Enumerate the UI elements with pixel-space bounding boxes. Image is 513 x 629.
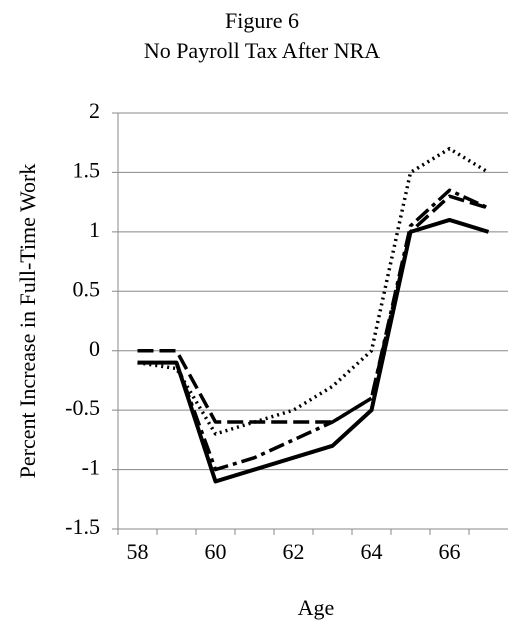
x-tick-label: 60 <box>205 539 227 564</box>
x-tick-label: 58 <box>127 539 149 564</box>
x-tick-label: 66 <box>439 539 461 564</box>
y-tick-label: 0.5 <box>73 276 101 301</box>
y-tick-label: 0 <box>89 336 100 361</box>
x-tick-label: 62 <box>283 539 305 564</box>
chart-title: Figure 6 <box>225 8 299 33</box>
line-series <box>137 188 490 472</box>
line-series <box>137 194 490 424</box>
line-series <box>137 217 490 484</box>
y-tick-label: -0.5 <box>65 395 100 420</box>
y-tick-label: -1 <box>82 455 100 480</box>
y-axis-label: Percent Increase in Full-Time Work <box>15 164 40 479</box>
y-tick-label: 1.5 <box>73 157 101 182</box>
y-tick-label: 2 <box>89 98 100 123</box>
y-tick-label: 1 <box>89 217 100 242</box>
x-tick-label: 64 <box>361 539 383 564</box>
y-tick-label: -1.5 <box>65 514 100 539</box>
chart-subtitle: No Payroll Tax After NRA <box>144 38 380 63</box>
x-axis-label: Age <box>298 595 335 620</box>
